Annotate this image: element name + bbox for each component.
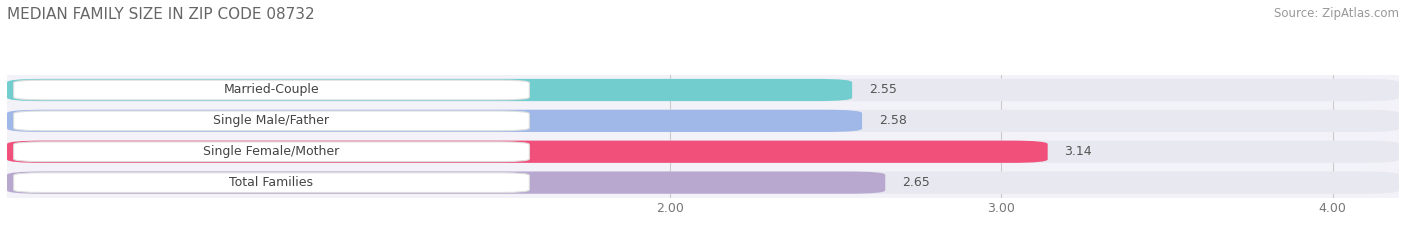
FancyBboxPatch shape <box>14 111 529 131</box>
Text: Source: ZipAtlas.com: Source: ZipAtlas.com <box>1274 7 1399 20</box>
Text: Married-Couple: Married-Couple <box>224 83 319 96</box>
Text: 2.65: 2.65 <box>901 176 929 189</box>
FancyBboxPatch shape <box>7 141 1399 163</box>
FancyBboxPatch shape <box>7 141 1047 163</box>
FancyBboxPatch shape <box>14 173 529 192</box>
Text: Single Female/Mother: Single Female/Mother <box>204 145 340 158</box>
FancyBboxPatch shape <box>7 79 1399 101</box>
Text: 2.58: 2.58 <box>879 114 907 127</box>
FancyBboxPatch shape <box>7 79 852 101</box>
FancyBboxPatch shape <box>7 110 862 132</box>
Text: Total Families: Total Families <box>229 176 314 189</box>
FancyBboxPatch shape <box>7 171 886 194</box>
Text: 2.55: 2.55 <box>869 83 897 96</box>
FancyBboxPatch shape <box>7 110 1399 132</box>
FancyBboxPatch shape <box>14 80 529 100</box>
FancyBboxPatch shape <box>7 171 1399 194</box>
FancyBboxPatch shape <box>14 142 529 162</box>
Text: 3.14: 3.14 <box>1064 145 1092 158</box>
Text: MEDIAN FAMILY SIZE IN ZIP CODE 08732: MEDIAN FAMILY SIZE IN ZIP CODE 08732 <box>7 7 315 22</box>
Text: Single Male/Father: Single Male/Father <box>214 114 329 127</box>
